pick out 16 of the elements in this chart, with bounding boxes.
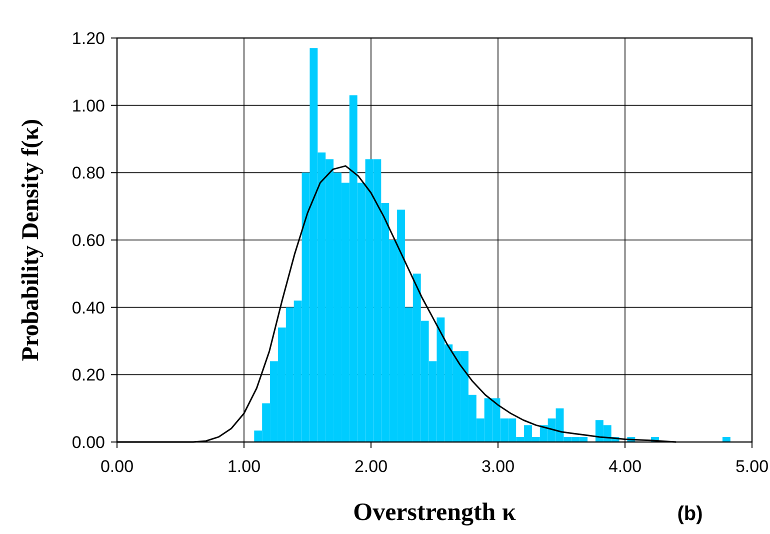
x-tick-label: 4.00 xyxy=(608,457,642,476)
y-tick-label: 0.00 xyxy=(72,432,105,452)
y-axis-title: Probability Density f(κ) xyxy=(18,118,44,362)
y-tick-label: 0.20 xyxy=(72,366,105,385)
y-tick-label: 0.80 xyxy=(72,164,105,183)
x-axis-title: Overstrength κ xyxy=(353,499,516,526)
y-tick-label: 1.20 xyxy=(72,28,105,48)
y-tick-label: 0.60 xyxy=(72,230,105,250)
x-tick-label: 0.00 xyxy=(100,457,134,476)
x-tick-label: 1.00 xyxy=(227,457,261,476)
text: (b) xyxy=(677,503,703,525)
x-tick-label: 3.00 xyxy=(481,457,515,476)
x-tick-label: 2.00 xyxy=(354,457,388,476)
y-tick-label: 1.00 xyxy=(72,96,105,116)
y-tick-label: 0.40 xyxy=(72,298,105,318)
x-tick-label: 5.00 xyxy=(735,457,769,476)
